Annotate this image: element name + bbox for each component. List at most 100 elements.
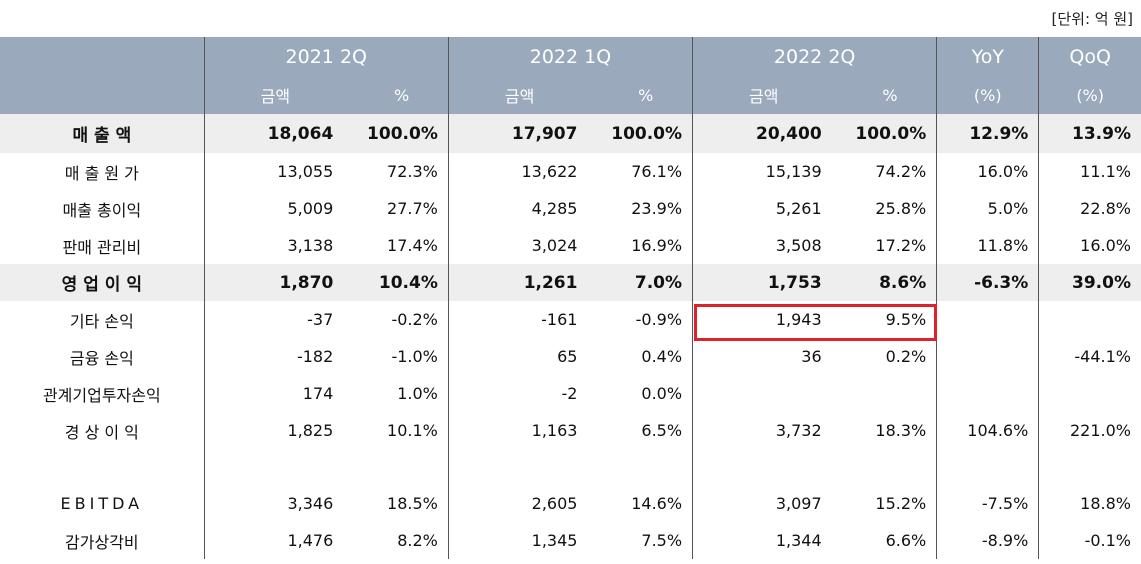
table-row-revenue: 매 출 액 18,064 100.0% 17,907 100.0% 20,400…	[0, 114, 1141, 153]
table-row-ebitda: EBITDA 3,346 18.5% 2,605 14.6% 3,097 15.…	[0, 485, 1141, 522]
cell-qoq	[1038, 301, 1141, 338]
cell-amount-2021-2q: 13,055	[203, 153, 346, 190]
row-label: 관계기업투자손익	[42, 385, 161, 405]
table-row-ordinary-profit: 경 상 이 익 1,825 10.1% 1,163 6.5% 3,732 18.…	[0, 412, 1141, 449]
cell-amount-2022-2q: 3,732	[692, 412, 834, 449]
header-row-subcolumns: 금액 % 금액 % 금액 % (%) (%)	[0, 76, 1141, 114]
cell-pct-2022-2q: 100.0%	[833, 114, 937, 153]
cell-pct-2022-1q: -0.9%	[635, 310, 683, 329]
cell-pct-2022-1q: 100.0%	[589, 114, 693, 153]
cell-yoy: -7.5%	[936, 485, 1039, 522]
cell-amount-2022-2q: 5,261	[692, 190, 834, 227]
cell-amount-2022-1q: 1,163	[447, 412, 590, 449]
cell-amount-2022-2q: 15,139	[692, 153, 834, 190]
cell-amount-2021-2q: -182	[203, 338, 346, 375]
cell-yoy	[936, 301, 1039, 338]
cell-amount-2021-2q: 3,346	[203, 485, 346, 522]
header-yoy-unit: (%)	[936, 76, 1039, 114]
cell-amount-2022-1q: -2	[447, 375, 590, 412]
cell-amount-2022-2q: 3,508	[692, 227, 834, 264]
cell-pct-2021-2q: 72.3%	[387, 162, 438, 181]
cell-qoq: -44.1%	[1038, 338, 1141, 375]
cell-amount-2022-1q: 17,907	[447, 114, 590, 153]
table-row-other-income: 기타 손익 -37 -0.2% -161 -0.9% 1,943 9.5%	[0, 301, 1141, 338]
header-qoq: QoQ	[1038, 37, 1141, 76]
cell-amount-2021-2q: 5,009	[203, 190, 346, 227]
cell-qoq: 13.9%	[1038, 114, 1141, 153]
header-period-2022-1q: 2022 1Q	[447, 37, 693, 76]
cell-pct-2022-2q: 74.2%	[875, 162, 927, 181]
cell-qoq: 11.1%	[1038, 153, 1141, 190]
cell-amount-2022-2q: 1,753	[692, 264, 834, 301]
header-amount: 금액	[692, 76, 834, 114]
cell-qoq: 18.8%	[1038, 485, 1141, 522]
header-period-2022-2q: 2022 2Q	[692, 37, 937, 76]
cell-pct-2021-2q: 10.1%	[387, 421, 438, 440]
row-label: EBITDA	[60, 494, 144, 513]
cell-qoq	[1038, 375, 1141, 412]
cell-qoq: 221.0%	[1038, 412, 1141, 449]
cell-amount-2021-2q: 1,825	[203, 412, 346, 449]
cell-yoy: 5.0%	[936, 190, 1039, 227]
cell-pct-2021-2q: 27.7%	[387, 199, 438, 218]
header-corner	[0, 37, 205, 114]
cell-pct-2022-1q: 76.1%	[631, 162, 683, 181]
table-row-operating-profit: 영 업 이 익 1,870 10.4% 1,261 7.0% 1,753 8.6…	[0, 264, 1141, 301]
cell-pct-2022-1q: 14.6%	[631, 494, 683, 513]
cell-yoy: -6.3%	[936, 264, 1039, 301]
header-amount: 금액	[447, 76, 590, 114]
cell-pct-2022-1q: 7.5%	[641, 531, 683, 550]
cell-pct-2021-2q: 10.4%	[345, 264, 449, 301]
cell-pct-2022-1q: 16.9%	[631, 236, 683, 255]
cell-pct-2021-2q: -0.2%	[391, 310, 438, 329]
cell-amount-2022-1q: 1,261	[447, 264, 590, 301]
header-row-periods: 2021 2Q 2022 1Q 2022 2Q YoY QoQ	[0, 37, 1141, 114]
cell-amount-2022-2q: 36	[692, 338, 834, 375]
cell-pct-2022-2q: 8.6%	[833, 264, 937, 301]
header-period-2021-2q: 2021 2Q	[203, 37, 449, 76]
cell-amount-2021-2q: 3,138	[203, 227, 346, 264]
cell-pct-2022-2q: 17.2%	[875, 236, 927, 255]
cell-amount-2022-1q: 1,345	[447, 522, 590, 559]
cell-amount-2022-1q: 2,605	[447, 485, 590, 522]
cell-pct-2021-2q: 1.0%	[397, 384, 438, 403]
cell-amount-2022-1q: 65	[447, 338, 590, 375]
cell-pct-2021-2q: 17.4%	[387, 236, 438, 255]
row-label: 매 출 원 가	[64, 163, 139, 183]
cell-qoq: 39.0%	[1038, 264, 1141, 301]
row-label: 영 업 이 익	[0, 264, 205, 301]
table-row-gross-profit: 매출 총이익 5,009 27.7% 4,285 23.9% 5,261 25.…	[0, 190, 1141, 227]
cell-pct-2022-1q: 23.9%	[631, 199, 683, 218]
cell-yoy: 12.9%	[936, 114, 1039, 153]
row-label: 경 상 이 익	[64, 422, 139, 442]
cell-pct-2022-1q: 0.0%	[641, 384, 683, 403]
income-statement-table: 2021 2Q 2022 1Q 2022 2Q YoY QoQ 금액 % 금액 …	[0, 37, 1141, 559]
cell-pct-2022-2q: 18.3%	[875, 421, 927, 440]
cell-amount-2021-2q: 18,064	[203, 114, 346, 153]
cell-amount-2021-2q: 174	[203, 375, 346, 412]
cell-amount-2022-2q: 20,400	[692, 114, 834, 153]
cell-pct-2021-2q: -1.0%	[391, 347, 438, 366]
cell-amount-2021-2q: -37	[203, 301, 346, 338]
cell-amount-2022-1q: -161	[447, 301, 590, 338]
row-label: 매출 총이익	[62, 200, 142, 220]
table-row-sga: 판매 관리비 3,138 17.4% 3,024 16.9% 3,508 17.…	[0, 227, 1141, 264]
cell-pct-2022-2q: 15.2%	[875, 494, 927, 513]
table-row-depreciation: 감가상각비 1,476 8.2% 1,345 7.5% 1,344 6.6% -…	[0, 522, 1141, 559]
cell-yoy: 16.0%	[936, 153, 1039, 190]
cell-yoy	[936, 338, 1039, 375]
cell-amount-2022-2q: 1,344	[692, 522, 834, 559]
header-percent: %	[833, 76, 937, 114]
cell-amount-2022-1q: 13,622	[447, 153, 590, 190]
cell-qoq: 22.8%	[1038, 190, 1141, 227]
cell-amount-2022-2q	[692, 375, 834, 412]
cell-amount-2022-1q: 4,285	[447, 190, 590, 227]
cell-pct-2022-1q: 7.0%	[589, 264, 693, 301]
cell-pct-2021-2q: 8.2%	[397, 531, 438, 550]
unit-note: [단위: 억 원]	[1051, 10, 1134, 28]
row-label: 기타 손익	[69, 311, 134, 331]
row-label: 매 출 액	[0, 114, 205, 153]
cell-pct-2022-1q: 6.5%	[641, 421, 683, 440]
table-row-cogs: 매 출 원 가 13,055 72.3% 13,622 76.1% 15,139…	[0, 153, 1141, 190]
cell-yoy: 11.8%	[936, 227, 1039, 264]
